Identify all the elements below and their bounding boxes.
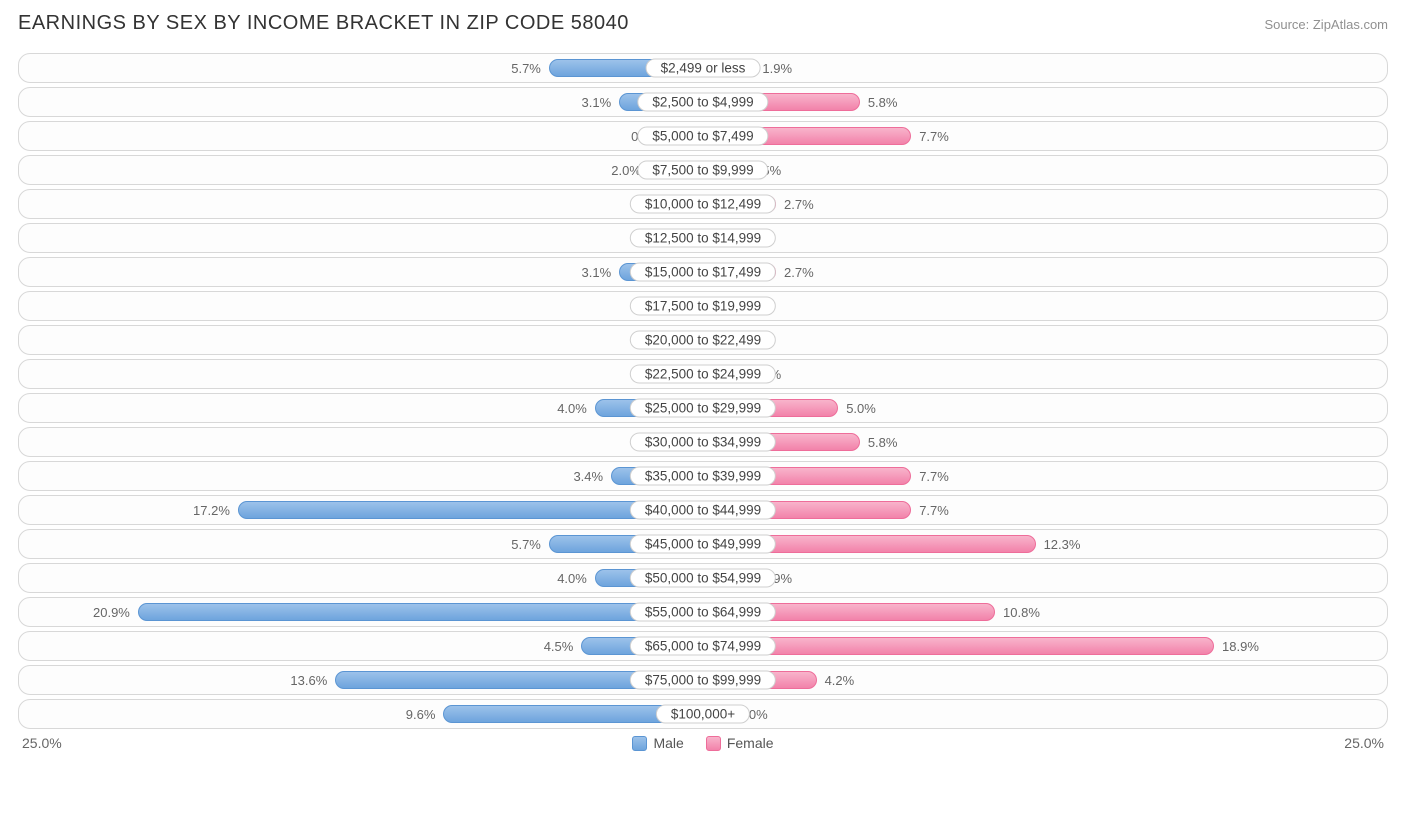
female-swatch-icon (706, 736, 721, 751)
bracket-label: $7,500 to $9,999 (637, 161, 768, 180)
bracket-label: $30,000 to $34,999 (630, 433, 776, 452)
female-pct-label: 12.3% (1036, 537, 1089, 552)
bracket-label: $12,500 to $14,999 (630, 229, 776, 248)
bracket-label: $10,000 to $12,499 (630, 195, 776, 214)
male-pct-label: 4.5% (536, 639, 582, 654)
female-pct-label: 4.2% (817, 673, 863, 688)
bracket-label: $35,000 to $39,999 (630, 467, 776, 486)
bracket-label: $50,000 to $54,999 (630, 569, 776, 588)
male-pct-label: 3.4% (565, 469, 611, 484)
female-pct-label: 1.9% (754, 61, 800, 76)
bracket-label: $17,500 to $19,999 (630, 297, 776, 316)
butterfly-chart: 5.7% 1.9%$2,499 or less 3.1% 5.8% $2,500 to … (18, 53, 1388, 729)
female-pct-label: 2.7% (776, 197, 822, 212)
chart-row: 3.1% 5.8% $2,500 to $4,999 (18, 87, 1388, 117)
bracket-label: $15,000 to $17,499 (630, 263, 776, 282)
male-bar (138, 603, 703, 621)
chart-row: 5.7% 1.9%$2,499 or less (18, 53, 1388, 83)
legend-item-female: Female (706, 735, 774, 751)
female-pct-label: 5.8% (860, 435, 906, 450)
female-pct-label: 18.9% (1214, 639, 1267, 654)
legend-male-label: Male (653, 735, 683, 751)
chart-row: 17.2% 7.7% $40,000 to $44,999 (18, 495, 1388, 525)
chart-row: 20.9% 10.8% $55,000 to $64,999 (18, 597, 1388, 627)
chart-row: 0.85%5.8%$30,000 to $34,999 (18, 427, 1388, 457)
bracket-label: $20,000 to $22,499 (630, 331, 776, 350)
female-pct-label: 2.7% (776, 265, 822, 280)
chart-row: 13.6% 4.2% $75,000 to $99,999 (18, 665, 1388, 695)
bracket-label: $45,000 to $49,999 (630, 535, 776, 554)
legend: Male Female (632, 735, 773, 751)
female-pct-label: 7.7% (911, 503, 957, 518)
male-pct-label: 4.0% (549, 571, 595, 586)
chart-row: 0.0%0.0%$12,500 to $14,999 (18, 223, 1388, 253)
legend-female-label: Female (727, 735, 774, 751)
bracket-label: $22,500 to $24,999 (630, 365, 776, 384)
male-pct-label: 13.6% (282, 673, 335, 688)
male-swatch-icon (632, 736, 647, 751)
axis-max-left: 25.0% (22, 735, 62, 751)
female-pct-label: 5.8% (860, 95, 906, 110)
chart-row: 2.0%1.5%$7,500 to $9,999 (18, 155, 1388, 185)
male-pct-label: 3.1% (574, 95, 620, 110)
male-pct-label: 5.7% (503, 61, 549, 76)
chart-row: 4.0%1.9%$50,000 to $54,999 (18, 563, 1388, 593)
chart-footer: 25.0% Male Female 25.0% (18, 735, 1388, 751)
male-pct-label: 4.0% (549, 401, 595, 416)
chart-title: EARNINGS BY SEX BY INCOME BRACKET IN ZIP… (18, 12, 629, 35)
male-pct-label: 9.6% (398, 707, 444, 722)
chart-row: 5.7% 12.3% $45,000 to $49,999 (18, 529, 1388, 559)
bracket-label: $2,500 to $4,999 (637, 93, 768, 112)
female-pct-label: 5.0% (838, 401, 884, 416)
chart-row: 0.85%0.77%$20,000 to $22,499 (18, 325, 1388, 355)
bracket-label: $25,000 to $29,999 (630, 399, 776, 418)
male-pct-label: 5.7% (503, 537, 549, 552)
male-pct-label: 17.2% (185, 503, 238, 518)
chart-row: 4.0% 5.0% $25,000 to $29,999 (18, 393, 1388, 423)
axis-max-right: 25.0% (1344, 735, 1384, 751)
bracket-label: $55,000 to $64,999 (630, 603, 776, 622)
legend-item-male: Male (632, 735, 683, 751)
female-bar (703, 637, 1214, 655)
male-pct-label: 3.1% (574, 265, 620, 280)
header: EARNINGS BY SEX BY INCOME BRACKET IN ZIP… (18, 12, 1388, 35)
chart-row: 9.6%0.0%$100,000+ (18, 699, 1388, 729)
female-pct-label: 10.8% (995, 605, 1048, 620)
bracket-label: $75,000 to $99,999 (630, 671, 776, 690)
bracket-label: $65,000 to $74,999 (630, 637, 776, 656)
bracket-label: $100,000+ (656, 705, 750, 724)
chart-row: 0.0%1.2%$17,500 to $19,999 (18, 291, 1388, 321)
chart-row: 3.1% 2.7%$15,000 to $17,499 (18, 257, 1388, 287)
chart-row: 4.5% 18.9% $65,000 to $74,999 (18, 631, 1388, 661)
bracket-label: $2,499 or less (646, 59, 761, 78)
chart-row: 0.28%7.7%$5,000 to $7,499 (18, 121, 1388, 151)
female-pct-label: 7.7% (911, 129, 957, 144)
chart-row: 0.85%2.7%$10,000 to $12,499 (18, 189, 1388, 219)
female-pct-label: 7.7% (911, 469, 957, 484)
chart-row: 0.56%1.5%$22,500 to $24,999 (18, 359, 1388, 389)
chart-row: 3.4% 7.7% $35,000 to $39,999 (18, 461, 1388, 491)
bracket-label: $40,000 to $44,999 (630, 501, 776, 520)
source-credit: Source: ZipAtlas.com (1264, 17, 1388, 32)
male-pct-label: 20.9% (85, 605, 138, 620)
bracket-label: $5,000 to $7,499 (637, 127, 768, 146)
